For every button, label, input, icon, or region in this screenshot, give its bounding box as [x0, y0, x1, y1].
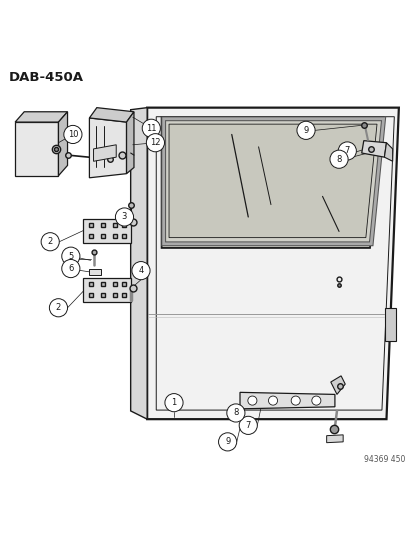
Circle shape: [164, 393, 183, 411]
Circle shape: [62, 260, 80, 278]
Polygon shape: [385, 308, 395, 341]
Circle shape: [329, 150, 347, 168]
Circle shape: [41, 233, 59, 251]
Text: 5: 5: [68, 252, 73, 261]
Text: 94369 450: 94369 450: [363, 455, 404, 464]
Text: 10: 10: [67, 130, 78, 139]
Circle shape: [62, 247, 80, 265]
Polygon shape: [147, 108, 398, 419]
Polygon shape: [326, 435, 342, 443]
Text: 7: 7: [245, 421, 250, 430]
Polygon shape: [240, 392, 334, 409]
Text: 8: 8: [233, 408, 238, 417]
Text: 4: 4: [138, 266, 143, 275]
Ellipse shape: [268, 396, 277, 405]
Polygon shape: [89, 108, 134, 122]
Polygon shape: [83, 278, 131, 302]
Text: 12: 12: [150, 138, 160, 147]
Polygon shape: [361, 141, 386, 157]
Circle shape: [337, 142, 356, 160]
Ellipse shape: [247, 396, 256, 405]
Polygon shape: [131, 108, 147, 419]
Polygon shape: [89, 269, 101, 274]
Polygon shape: [384, 143, 392, 161]
Text: 8: 8: [335, 155, 341, 164]
Text: 3: 3: [121, 213, 127, 222]
Polygon shape: [330, 376, 344, 394]
Polygon shape: [93, 145, 116, 161]
Polygon shape: [161, 117, 383, 248]
Text: 2: 2: [47, 237, 53, 246]
Circle shape: [296, 122, 314, 140]
Circle shape: [142, 119, 160, 138]
Circle shape: [132, 262, 150, 280]
Circle shape: [226, 404, 244, 422]
Circle shape: [146, 134, 164, 152]
Circle shape: [239, 416, 257, 434]
Ellipse shape: [311, 396, 320, 405]
Polygon shape: [15, 112, 67, 122]
Text: 9: 9: [224, 438, 230, 446]
Polygon shape: [83, 219, 131, 243]
Polygon shape: [169, 124, 376, 238]
Circle shape: [64, 125, 82, 143]
Polygon shape: [126, 112, 134, 174]
Text: 7: 7: [344, 147, 349, 156]
Text: 2: 2: [56, 303, 61, 312]
Text: 6: 6: [68, 264, 74, 273]
Polygon shape: [58, 112, 67, 176]
Circle shape: [115, 208, 133, 226]
Text: 11: 11: [146, 124, 156, 133]
Text: 9: 9: [303, 126, 308, 135]
Circle shape: [49, 298, 67, 317]
Circle shape: [218, 433, 236, 451]
Polygon shape: [89, 118, 126, 178]
Polygon shape: [15, 122, 58, 176]
Text: 1: 1: [171, 398, 176, 407]
Text: DAB-450A: DAB-450A: [9, 70, 84, 84]
Ellipse shape: [290, 396, 299, 405]
